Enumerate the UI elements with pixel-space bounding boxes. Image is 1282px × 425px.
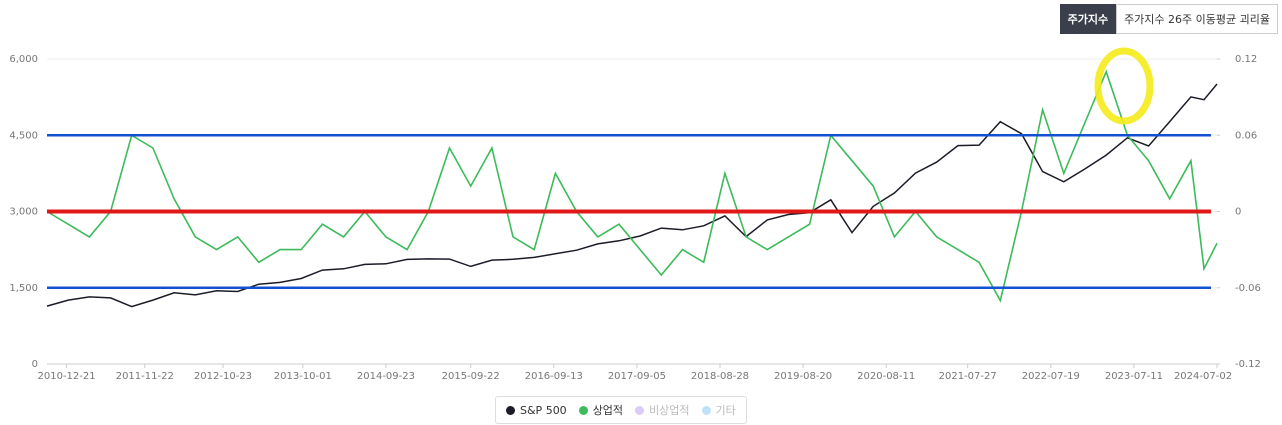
legend-item[interactable]: 상업적 <box>578 402 624 418</box>
x-tick-label: 2017-09-05 <box>608 371 666 382</box>
legend-label: S&P 500 <box>520 403 567 417</box>
y-tick-label: 3,000 <box>9 207 38 218</box>
legend-label: 상업적 <box>592 404 624 417</box>
x-tick-label: 2011-11-22 <box>116 371 174 382</box>
legend-marker <box>701 405 711 415</box>
y2-tick-label: 0.12 <box>1235 54 1257 65</box>
highlight-circle <box>1094 47 1154 125</box>
x-tick-label: 2024-07-02 <box>1174 371 1232 382</box>
x-tick-label: 2015-09-22 <box>442 371 500 382</box>
x-tick-label: 2019-08-20 <box>774 371 832 382</box>
x-tick-label: 2013-10-01 <box>274 371 332 382</box>
x-tick-label: 2012-10-23 <box>194 371 252 382</box>
x-tick-label: 2023-07-11 <box>1105 371 1163 382</box>
y2-tick-label: 0 <box>1235 207 1241 218</box>
series-line <box>46 83 1218 308</box>
x-tick-label: 2014-09-23 <box>357 371 415 382</box>
legend-item[interactable]: 기타 <box>701 402 736 418</box>
series-line <box>46 69 1218 303</box>
tabs: 주가지수 주가지수 26주 이동평균 괴리율 <box>1059 4 1278 34</box>
y2-tick-label: -0.06 <box>1235 283 1261 294</box>
legend-marker <box>578 405 588 415</box>
tab[interactable]: 주가지수 26주 이동평균 괴리율 <box>1116 4 1278 34</box>
x-tick-label: 2016-09-13 <box>525 371 583 382</box>
x-tick-label: 2022-07-19 <box>1022 371 1080 382</box>
x-tick-label: 2010-12-21 <box>37 371 95 382</box>
tab[interactable]: 주가지수 <box>1059 4 1117 34</box>
legend: S&P 500 상업적 비상업적 기타 <box>495 396 747 424</box>
x-tick-label: 2020-08-11 <box>857 371 915 382</box>
y-tick-label: 6,000 <box>9 54 38 65</box>
x-tick-label: 2018-08-28 <box>691 371 749 382</box>
legend-marker <box>506 405 515 415</box>
legend-marker <box>635 405 645 415</box>
y-tick-label: 1,500 <box>9 283 38 294</box>
legend-label: 비상업적 <box>649 404 690 417</box>
y-tick-label: 4,500 <box>9 130 38 141</box>
y-tick-label: 0 <box>32 359 38 370</box>
legend-item[interactable]: 비상업적 <box>635 402 690 418</box>
y2-tick-label: 0.06 <box>1235 130 1257 141</box>
x-tick-label: 2021-07-27 <box>939 371 997 382</box>
y2-tick-label: -0.12 <box>1235 359 1261 370</box>
legend-label: 기타 <box>715 404 736 417</box>
legend-item[interactable]: S&P 500 <box>506 404 567 417</box>
